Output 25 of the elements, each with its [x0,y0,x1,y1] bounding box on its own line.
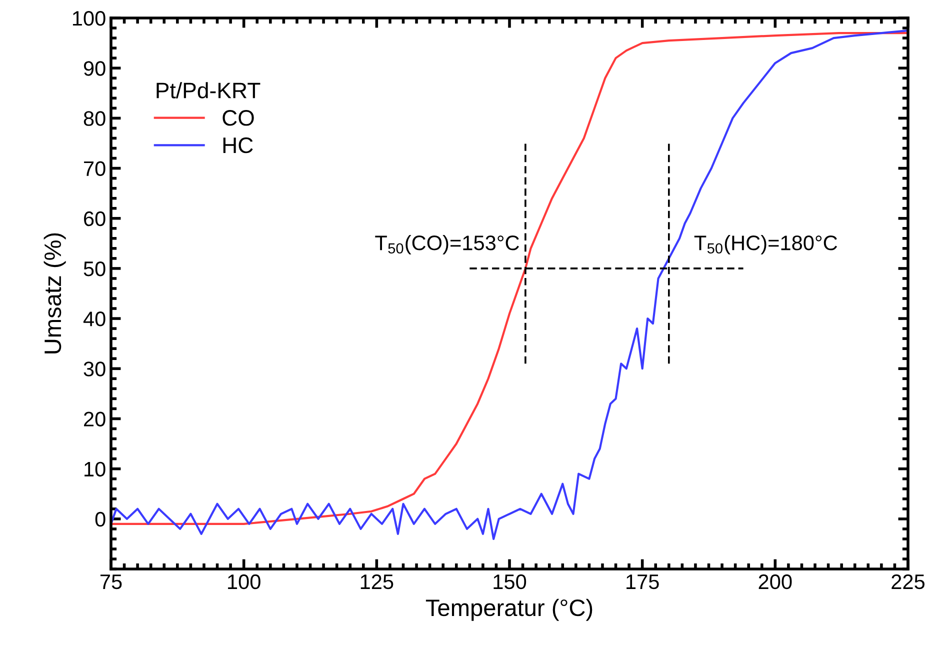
annotation: T$_{50}$(HC)=180°C [694,234,838,254]
annotation: T$_{50}$(CO)=153°C [375,234,519,254]
y-tick-label: 100 [72,11,106,26]
y-tick-label: 0 [95,512,106,527]
y-tick-label: 70 [84,161,106,176]
y-tick-label: 10 [84,462,106,477]
x-tick-label: 100 [228,574,260,590]
legend-title: Pt/Pd-KRT [156,82,260,98]
y-tick-label: 40 [83,312,106,326]
x-tick-label: 125 [360,574,394,590]
x-tick-label: 75 [100,574,122,590]
y-tick-label: 90 [84,61,106,76]
y-tick-label: 20 [84,412,106,426]
x-tick-label: 175 [626,574,659,590]
y-tick-label: 30 [84,362,106,376]
legend-label: CO [222,110,254,126]
y-axis-title: Umsatz (%) [44,233,66,354]
legend-label: HC [223,137,253,154]
y-tick-label: 80 [84,111,106,126]
y-tick-label: 60 [84,211,106,226]
x-tick-label: 200 [758,574,792,590]
x-tick-label: 150 [494,574,526,590]
x-axis-title: Temperatur (°C) [426,598,592,621]
y-tick-label: 50 [84,261,106,276]
x-tick-label: 225 [892,574,925,590]
